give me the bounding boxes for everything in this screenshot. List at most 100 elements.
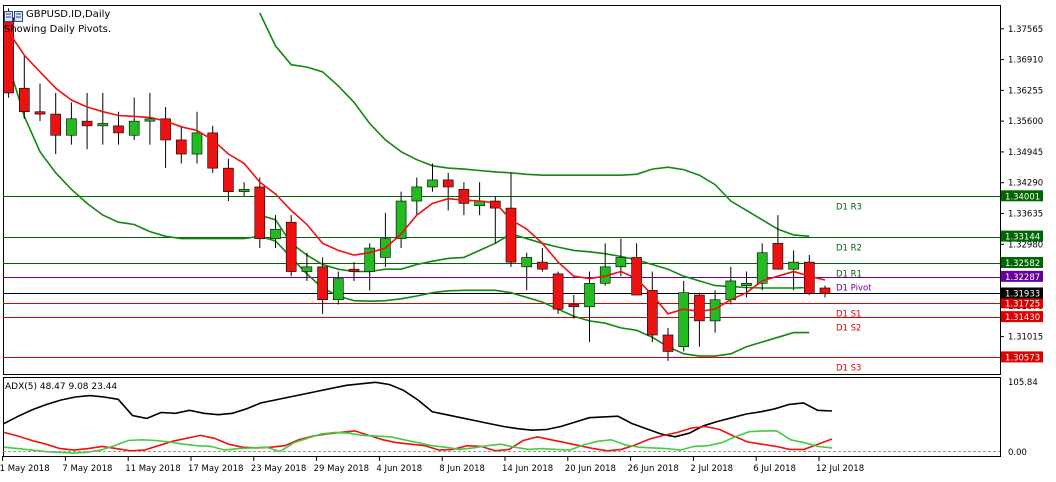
level-price-tag: [1001, 297, 1043, 309]
level-price-label: 1.31725: [1005, 299, 1040, 309]
candle-body: [741, 282, 752, 286]
time-tick-label: 8 Jun 2018: [439, 464, 485, 474]
level-price-tag: [1001, 270, 1043, 282]
candle-body: [207, 132, 218, 169]
candle-body: [568, 304, 580, 308]
time-tick-label: 12 Jul 2018: [816, 464, 864, 474]
level-price-label: 1.32582: [1005, 259, 1040, 269]
candle-body: [176, 139, 187, 155]
candle-body: [646, 290, 658, 336]
chart-title: GBPUSD.ID,Daily: [26, 9, 111, 20]
candle-body: [34, 111, 46, 115]
level-price-label: 1.33144: [1005, 233, 1040, 243]
adx-main-line: [3, 381, 833, 438]
candle-body: [584, 282, 595, 308]
adx-minus-di-line: [3, 425, 833, 452]
level-price-label: 1.30573: [1005, 353, 1040, 363]
candle-body: [803, 261, 815, 294]
candle-body: [332, 278, 344, 301]
time-tick-label: 2 Jul 2018: [690, 464, 733, 474]
level-price-label: 1.34001: [1005, 192, 1040, 202]
candle-body: [678, 292, 690, 348]
candle-body: [694, 294, 705, 322]
candle-body: [223, 167, 234, 192]
ema-line: [7, 31, 826, 315]
time-tick-label: 4 Jun 2018: [376, 464, 422, 474]
candle-body: [66, 118, 77, 136]
candle-body: [270, 228, 281, 239]
time-tick-label: 6 Jul 2018: [753, 464, 796, 474]
candle-body: [537, 261, 548, 270]
pivot-level-name: D1 R3: [836, 203, 862, 213]
adx-tick-label: 0.00: [1008, 448, 1027, 458]
candle-body: [788, 261, 799, 270]
price-tick-label: 1.33635: [1008, 209, 1043, 219]
adx-panel-border: [3, 377, 1001, 457]
level-price-tag: [1001, 230, 1043, 242]
level-price-label: 1.31430: [1005, 313, 1040, 323]
candle-body: [725, 280, 737, 301]
candle-body: [50, 113, 62, 136]
candle-body: [505, 207, 517, 263]
level-price-tag: [1001, 311, 1043, 323]
price-tick-label: 1.31015: [1008, 333, 1043, 343]
price-axis: 1.37565 1.36910 1.36255 1.35600 1.34945 1.342…: [1000, 25, 1043, 458]
candle-body: [427, 179, 438, 188]
candle-body: [113, 125, 124, 134]
candle-body: [662, 334, 674, 352]
price-tick-label: 1.36255: [1008, 86, 1043, 96]
time-tick-label: 20 Jun 2018: [565, 464, 616, 474]
candle-body: [18, 87, 30, 113]
candle-body: [552, 273, 564, 310]
candle-body: [160, 118, 171, 141]
time-tick-label: 17 May 2018: [188, 464, 243, 474]
candle-body: [97, 123, 109, 127]
pivot-level-name: D1 R2: [836, 244, 862, 254]
pivot-level-name: D1 R1: [836, 270, 862, 280]
candle-body: [458, 188, 470, 204]
candle-body: [238, 188, 250, 192]
price-tick-label: 1.37565: [1008, 25, 1043, 35]
price-tick-label: 1.36910: [1008, 56, 1043, 66]
candle-body: [144, 118, 156, 122]
adx-lines: [3, 381, 1000, 454]
adx-plus-di-line: [3, 430, 833, 454]
pivot-level-name: D1 S3: [836, 364, 861, 374]
time-tick-label: 1 May 2018: [0, 464, 50, 474]
candle-body: [364, 247, 376, 272]
moving-average: [7, 31, 826, 315]
current-price-tag: [1001, 287, 1043, 299]
candle-body: [772, 243, 784, 270]
level-price-tag: [1001, 190, 1043, 202]
time-axis: 1 May 2018 7 May 2018 11 May 2018 17 May 20…: [0, 456, 864, 474]
main-panel-border: [3, 5, 1001, 375]
current-price-label: 1.31933: [1005, 289, 1040, 299]
level-price-tag: [1001, 351, 1043, 363]
lower-band-line: [7, 64, 810, 357]
price-tick-label: 1.34945: [1008, 148, 1043, 158]
price-tick-label: 1.34290: [1008, 179, 1043, 189]
chart-window-icon[interactable]: [4, 8, 24, 22]
candle-body: [285, 221, 297, 272]
candle-body: [819, 287, 831, 294]
candle-body: [301, 266, 313, 272]
candle-body: [411, 186, 423, 202]
adx-tick-label: 105.84: [1008, 378, 1038, 388]
time-tick-label: 29 May 2018: [314, 464, 369, 474]
time-tick-label: 14 Jun 2018: [502, 464, 553, 474]
candle-body: [254, 186, 266, 239]
price-tick-label: 1.32980: [1008, 240, 1043, 250]
adx-indicator-label: ADX(5) 48.47 9.08 23.44: [5, 382, 118, 392]
time-tick-label: 7 May 2018: [62, 464, 112, 474]
pivot-level-name: D1 Pivot: [836, 284, 872, 294]
chart-subtitle: Showing Daily Pivots.: [4, 24, 112, 35]
time-tick-label: 23 May 2018: [251, 464, 306, 474]
candle-body: [191, 132, 203, 155]
pivot-level-name: D1 S1: [836, 310, 861, 320]
level-price-label: 1.32287: [1005, 273, 1040, 283]
level-price-tag: [1001, 256, 1043, 268]
time-tick-label: 26 Jun 2018: [628, 464, 679, 474]
candle-body: [521, 257, 533, 268]
candle-body: [756, 252, 768, 284]
